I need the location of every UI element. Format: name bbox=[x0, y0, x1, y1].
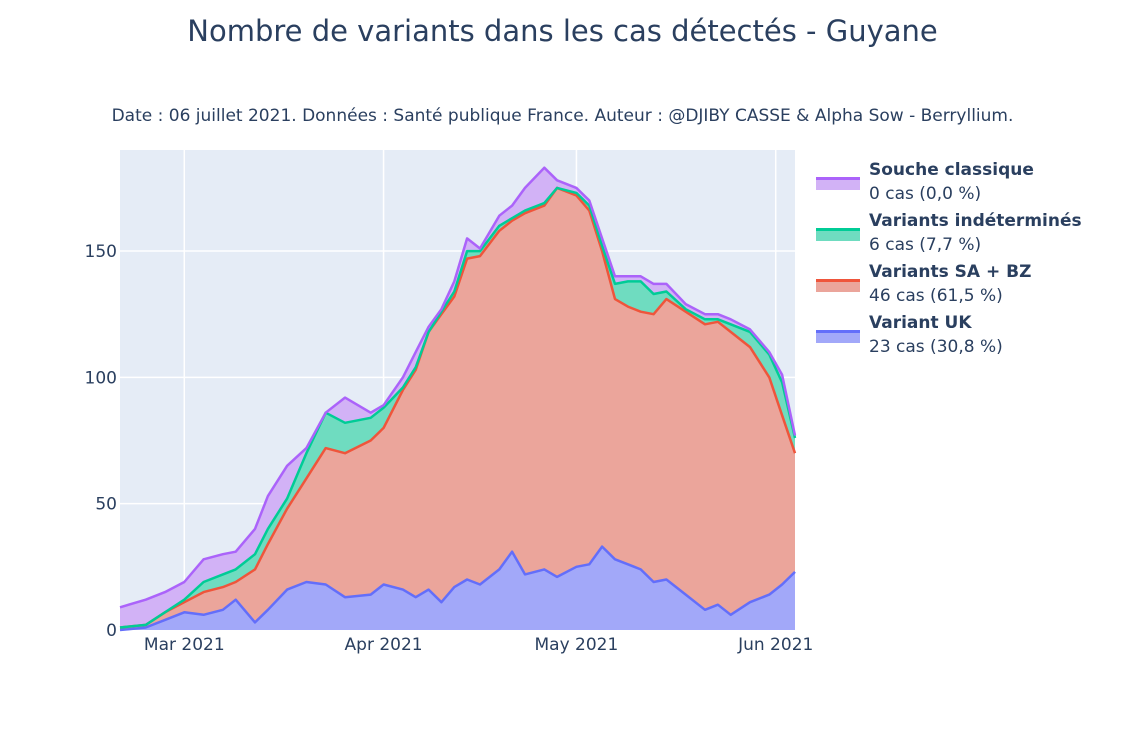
line-variants-sa-bz[interactable] bbox=[119, 186, 797, 629]
legend-swatch-variant-uk bbox=[816, 330, 860, 343]
legend-label-variant-uk: Variant UK bbox=[869, 313, 972, 333]
axis-labels: 0 50 100 150 Mar 2021 Apr 2021 May 2021 Jun 202… bbox=[85, 242, 814, 655]
line-souche-classique[interactable] bbox=[119, 166, 797, 609]
legend[interactable]: Souche classique 0 cas (0,0 %) Variants … bbox=[816, 160, 1116, 364]
legend-swatch-souche-classique bbox=[816, 177, 860, 190]
x-tick-label: Mar 2021 bbox=[144, 635, 225, 655]
y-tick-label: 150 bbox=[85, 242, 117, 262]
x-tick-label: May 2021 bbox=[535, 635, 619, 655]
area-variants-indetermines[interactable] bbox=[120, 187, 795, 628]
line-variants-indetermines[interactable] bbox=[119, 186, 797, 629]
y-tick-label: 100 bbox=[85, 368, 117, 388]
series-areas[interactable] bbox=[119, 166, 797, 632]
legend-item-variants-sa-bz[interactable]: Variants SA + BZ 46 cas (61,5 %) bbox=[816, 262, 1116, 313]
chart-subtitle: Date : 06 juillet 2021. Données : Santé … bbox=[111, 106, 1014, 126]
legend-label-variants-sa-bz: Variants SA + BZ bbox=[869, 262, 1032, 282]
legend-label-variants-indetermines: Variants indéterminés bbox=[869, 211, 1082, 231]
legend-swatch-variants-indetermines bbox=[816, 228, 860, 241]
y-tick-label: 50 bbox=[95, 495, 117, 515]
legend-count-variants-sa-bz: 46 cas (61,5 %) bbox=[869, 286, 1003, 306]
legend-count-variant-uk: 23 cas (30,8 %) bbox=[869, 337, 1003, 357]
legend-item-variants-indetermines[interactable]: Variants indéterminés 6 cas (7,7 %) bbox=[816, 211, 1116, 262]
legend-item-souche-classique[interactable]: Souche classique 0 cas (0,0 %) bbox=[816, 160, 1116, 211]
area-souche-classique[interactable] bbox=[120, 167, 795, 628]
x-tick-label: Jun 2021 bbox=[737, 635, 813, 655]
line-variant-uk[interactable] bbox=[119, 545, 796, 632]
chart-title: Nombre de variants dans les cas détectés… bbox=[187, 14, 938, 48]
legend-count-souche-classique: 0 cas (0,0 %) bbox=[869, 184, 982, 204]
area-variants-sa-bz[interactable] bbox=[120, 187, 795, 630]
legend-label-souche-classique: Souche classique bbox=[869, 160, 1034, 180]
x-tick-label: Apr 2021 bbox=[345, 635, 423, 655]
legend-item-variant-uk[interactable]: Variant UK 23 cas (30,8 %) bbox=[816, 313, 1116, 364]
y-tick-label: 0 bbox=[106, 621, 117, 641]
area-variant-uk[interactable] bbox=[120, 546, 795, 630]
legend-swatch-variants-sa-bz bbox=[816, 279, 860, 292]
legend-count-variants-indetermines: 6 cas (7,7 %) bbox=[869, 235, 982, 255]
